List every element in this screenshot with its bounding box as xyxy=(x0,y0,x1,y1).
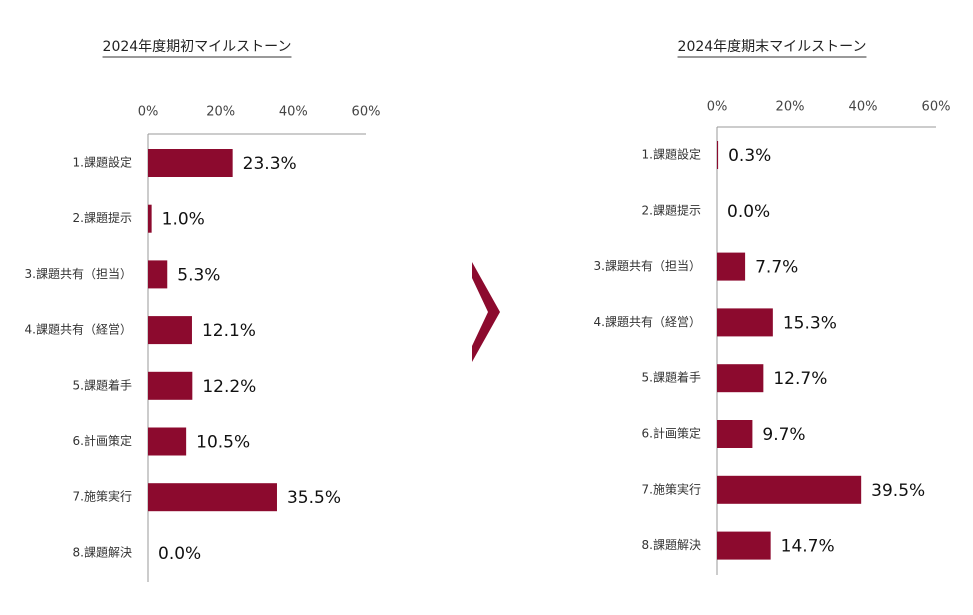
bar xyxy=(717,141,719,169)
value-label: 12.2% xyxy=(202,377,256,397)
category-label: 3.課題共有（担当） xyxy=(594,258,701,273)
x-tick-label: 40% xyxy=(279,105,308,120)
bar xyxy=(717,420,753,448)
chart-title: 2024年度期末マイルストーン xyxy=(678,39,867,55)
category-label: 4.課題共有（経営） xyxy=(594,314,701,329)
bar xyxy=(148,371,193,400)
chart-title: 2024年度期初マイルストーン xyxy=(103,38,292,55)
x-tick-label: 40% xyxy=(849,100,878,115)
category-label: 8.課題解決 xyxy=(642,537,701,552)
bar xyxy=(717,364,764,393)
bar xyxy=(148,316,192,345)
bar xyxy=(717,531,771,560)
x-tick-label: 0% xyxy=(138,105,159,120)
category-label: 5.課題着手 xyxy=(642,370,701,385)
x-tick-label: 20% xyxy=(206,105,235,120)
value-label: 15.3% xyxy=(783,313,837,333)
value-label: 5.3% xyxy=(177,265,220,285)
value-label: 12.7% xyxy=(773,369,827,389)
value-label: 39.5% xyxy=(871,481,925,501)
bar xyxy=(148,260,168,289)
category-label: 1.課題設定 xyxy=(73,155,132,170)
category-label: 7.施策実行 xyxy=(642,481,701,496)
value-label: 1.0% xyxy=(162,210,205,230)
bar xyxy=(148,204,152,233)
category-label: 6.計画策定 xyxy=(642,426,701,441)
category-label: 5.課題着手 xyxy=(73,377,132,392)
bar xyxy=(148,149,233,177)
category-label: 1.課題設定 xyxy=(642,147,701,162)
value-label: 12.1% xyxy=(202,321,256,341)
bar xyxy=(717,475,862,504)
x-tick-label: 20% xyxy=(776,100,805,115)
category-label: 2.課題提示 xyxy=(73,210,132,225)
value-label: 23.3% xyxy=(243,154,297,174)
x-tick-label: 60% xyxy=(922,100,951,115)
arrow xyxy=(472,262,500,362)
bar xyxy=(717,308,773,337)
category-label: 8.課題解決 xyxy=(73,544,132,559)
category-label: 3.課題共有（担当） xyxy=(25,266,132,281)
category-label: 6.計画策定 xyxy=(73,433,132,448)
value-label: 35.5% xyxy=(287,488,341,508)
value-label: 0.3% xyxy=(728,146,771,166)
x-tick-label: 0% xyxy=(707,100,728,115)
x-tick-label: 60% xyxy=(352,105,381,120)
value-label: 0.0% xyxy=(158,544,201,564)
value-label: 14.7% xyxy=(781,537,835,557)
bar xyxy=(148,427,187,456)
value-label: 7.7% xyxy=(755,258,798,278)
bar xyxy=(148,483,277,512)
category-label: 4.課題共有（経営） xyxy=(25,322,132,337)
value-label: 0.0% xyxy=(727,202,770,222)
bar xyxy=(717,252,746,281)
category-label: 7.施策実行 xyxy=(73,489,132,504)
value-label: 10.5% xyxy=(196,433,250,453)
value-label: 9.7% xyxy=(762,425,805,445)
category-label: 2.課題提示 xyxy=(642,202,701,217)
